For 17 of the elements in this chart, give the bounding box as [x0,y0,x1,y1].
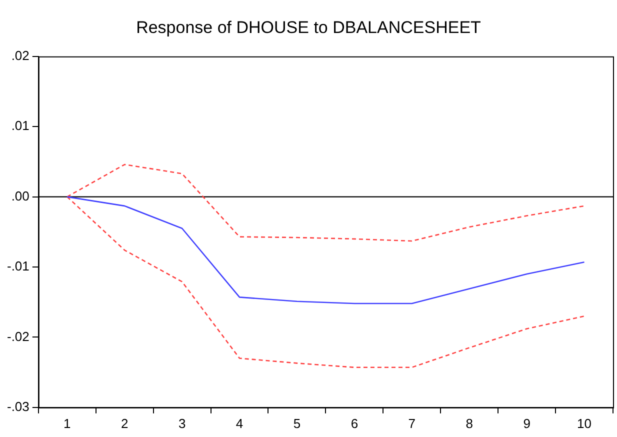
x-tick-label: 7 [408,416,416,431]
x-tick-label: 10 [577,416,592,431]
y-tick-label: .00 [11,188,30,204]
y-tick-label: .01 [11,118,30,134]
y-tick-label: -.03 [6,398,30,414]
y-tick-label: -.01 [6,258,30,274]
x-tick-label: 2 [120,416,128,431]
y-tick-label: .02 [11,48,30,63]
chart-title: Response of DHOUSE to DBALANCESHEET [136,18,481,37]
x-tick-label: 4 [236,416,244,431]
x-tick-label: 5 [293,416,301,431]
x-tick-label: 3 [178,416,186,431]
x-tick-label: 8 [466,416,473,431]
y-tick-label: -.02 [6,328,30,344]
x-tick-label: 6 [350,416,358,431]
x-tick-label: 9 [523,416,530,431]
x-tick-label: 1 [64,416,71,431]
